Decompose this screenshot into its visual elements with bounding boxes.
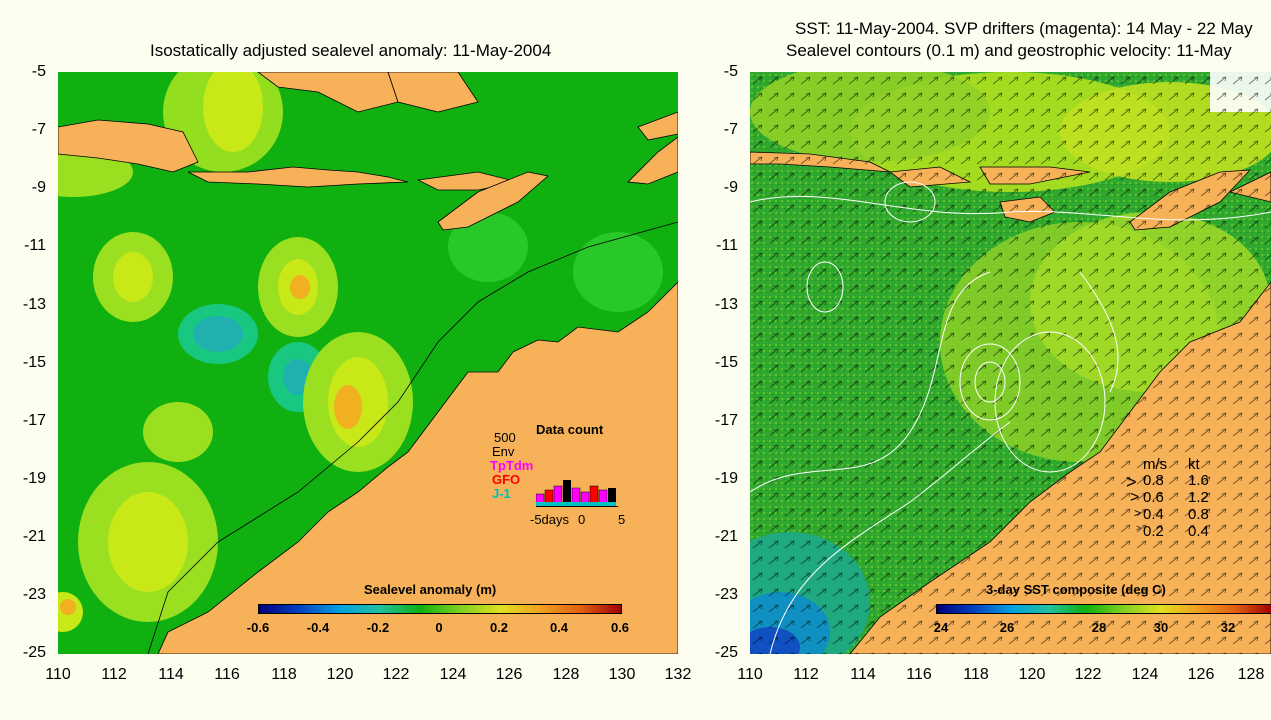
x-tick: 122 (382, 666, 410, 683)
right-map-title-line1: SST: 11-May-2004. SVP drifters (magenta)… (795, 19, 1253, 38)
x-tick: 114 (850, 666, 876, 683)
legend-j1: J-1 (492, 486, 511, 501)
data-count-xlabel-mid: 0 (578, 512, 586, 527)
legend-gfo: GFO (492, 472, 521, 487)
y-tick: -7 (723, 121, 738, 138)
sealevel-anomaly-field (58, 72, 678, 654)
sst-cbar-tick: 28 (1091, 620, 1107, 635)
data-count-title: Data count (536, 422, 604, 437)
sst-cbar-tick: 32 (1220, 620, 1236, 635)
x-tick: 120 (1018, 666, 1046, 683)
sealevel-cbar-tick: -0.6 (246, 620, 270, 635)
y-tick: -15 (22, 354, 46, 371)
velocity-arrow-icon: > (1136, 523, 1142, 533)
velocity-arrow-icon: > (1130, 489, 1140, 506)
x-tick: 128 (552, 666, 580, 683)
y-tick: -13 (22, 296, 46, 313)
sst-field (750, 72, 1271, 654)
y-tick: -9 (31, 179, 46, 196)
x-tick: 120 (326, 666, 354, 683)
x-tick: 124 (439, 666, 467, 683)
velocity-row-kt: 0.8 (1188, 506, 1209, 523)
x-tick: 126 (495, 666, 523, 683)
x-tick: 116 (214, 666, 240, 683)
y-tick: -17 (22, 412, 46, 429)
y-tick: -19 (714, 470, 738, 487)
sealevel-cbar-tick: 0.4 (549, 620, 569, 635)
y-tick: -21 (22, 528, 46, 545)
x-tick: 118 (963, 666, 989, 683)
data-count-xlabel-start: -5days (530, 512, 570, 527)
velocity-row-kt: 1.2 (1188, 489, 1209, 506)
x-tick: 112 (793, 666, 819, 683)
velocity-arrow-icon: > (1126, 472, 1137, 492)
y-tick: -21 (714, 528, 738, 545)
sst-cbar-tick: 30 (1153, 620, 1169, 635)
x-tick: 122 (1074, 666, 1102, 683)
velocity-row-ms: 0.4 (1143, 506, 1164, 523)
velocity-row-ms: 0.8 (1143, 472, 1164, 489)
left-map-title: Isostatically adjusted sealevel anomaly:… (150, 41, 552, 60)
y-tick: -23 (22, 586, 46, 603)
sst-map: m/s kt > 0.8 1.6 > 0.6 1.2 > 0.4 0.8 > 0… (750, 72, 1271, 654)
x-tick: 126 (1187, 666, 1215, 683)
data-count-inset: Data count 500 Env TpTdm GFO J-1 -5days … (488, 420, 628, 530)
data-count-xlabel-end: 5 (618, 512, 626, 527)
y-tick: -23 (714, 586, 738, 603)
x-tick: 116 (906, 666, 932, 683)
x-tick: 114 (158, 666, 184, 683)
velocity-row-kt: 1.6 (1188, 472, 1209, 489)
sealevel-cbar-tick: 0.2 (489, 620, 509, 635)
sealevel-colorbar-label: Sealevel anomaly (m) (364, 582, 497, 597)
sealevel-colorbar (258, 604, 622, 614)
y-tick: -5 (723, 63, 738, 80)
velocity-row-ms: 0.2 (1143, 523, 1164, 540)
x-tick: 110 (45, 666, 71, 683)
sst-cbar-tick: 26 (999, 620, 1015, 635)
velocity-header-kt: kt (1188, 456, 1200, 473)
velocity-row-kt: 0.4 (1188, 523, 1209, 540)
data-count-scale: 500 (494, 430, 516, 445)
legend-env: Env (492, 444, 515, 459)
x-tick: 124 (1131, 666, 1159, 683)
sst-cbar-tick: 24 (933, 620, 949, 635)
y-tick: -25 (714, 644, 738, 661)
sst-colorbar (936, 604, 1271, 614)
x-tick: 128 (1237, 666, 1265, 683)
y-tick: -13 (714, 296, 738, 313)
legend-tptdm: TpTdm (490, 458, 534, 473)
y-tick: -11 (716, 237, 738, 254)
sst-colorbar-label: 3-day SST composite (deg C) (986, 582, 1166, 597)
y-tick: -19 (22, 470, 46, 487)
sealevel-anomaly-map: Data count 500 Env TpTdm GFO J-1 -5days … (58, 72, 678, 654)
x-tick: 118 (271, 666, 297, 683)
x-tick: 132 (664, 666, 692, 683)
sealevel-cbar-tick: -0.4 (306, 620, 330, 635)
y-tick: -5 (31, 63, 46, 80)
x-tick: 130 (608, 666, 636, 683)
y-tick: -15 (714, 354, 738, 371)
data-count-bars (536, 480, 616, 507)
sealevel-cbar-tick: -0.2 (366, 620, 390, 635)
velocity-legend: m/s kt > 0.8 1.6 > 0.6 1.2 > 0.4 0.8 > 0… (1126, 454, 1236, 544)
y-tick: -17 (714, 412, 738, 429)
sealevel-cbar-tick: 0.6 (610, 620, 630, 635)
x-tick: 110 (737, 666, 763, 683)
velocity-row-ms: 0.6 (1143, 489, 1164, 506)
velocity-header-ms: m/s (1143, 456, 1168, 473)
y-tick: -11 (24, 237, 46, 254)
sealevel-cbar-tick: 0 (435, 620, 443, 635)
x-tick: 112 (101, 666, 127, 683)
y-tick: -9 (723, 179, 738, 196)
y-tick: -25 (22, 644, 46, 661)
right-map-title-line2: Sealevel contours (0.1 m) and geostrophi… (786, 41, 1232, 60)
y-tick: -7 (31, 121, 46, 138)
velocity-arrow-icon: > (1134, 506, 1142, 520)
